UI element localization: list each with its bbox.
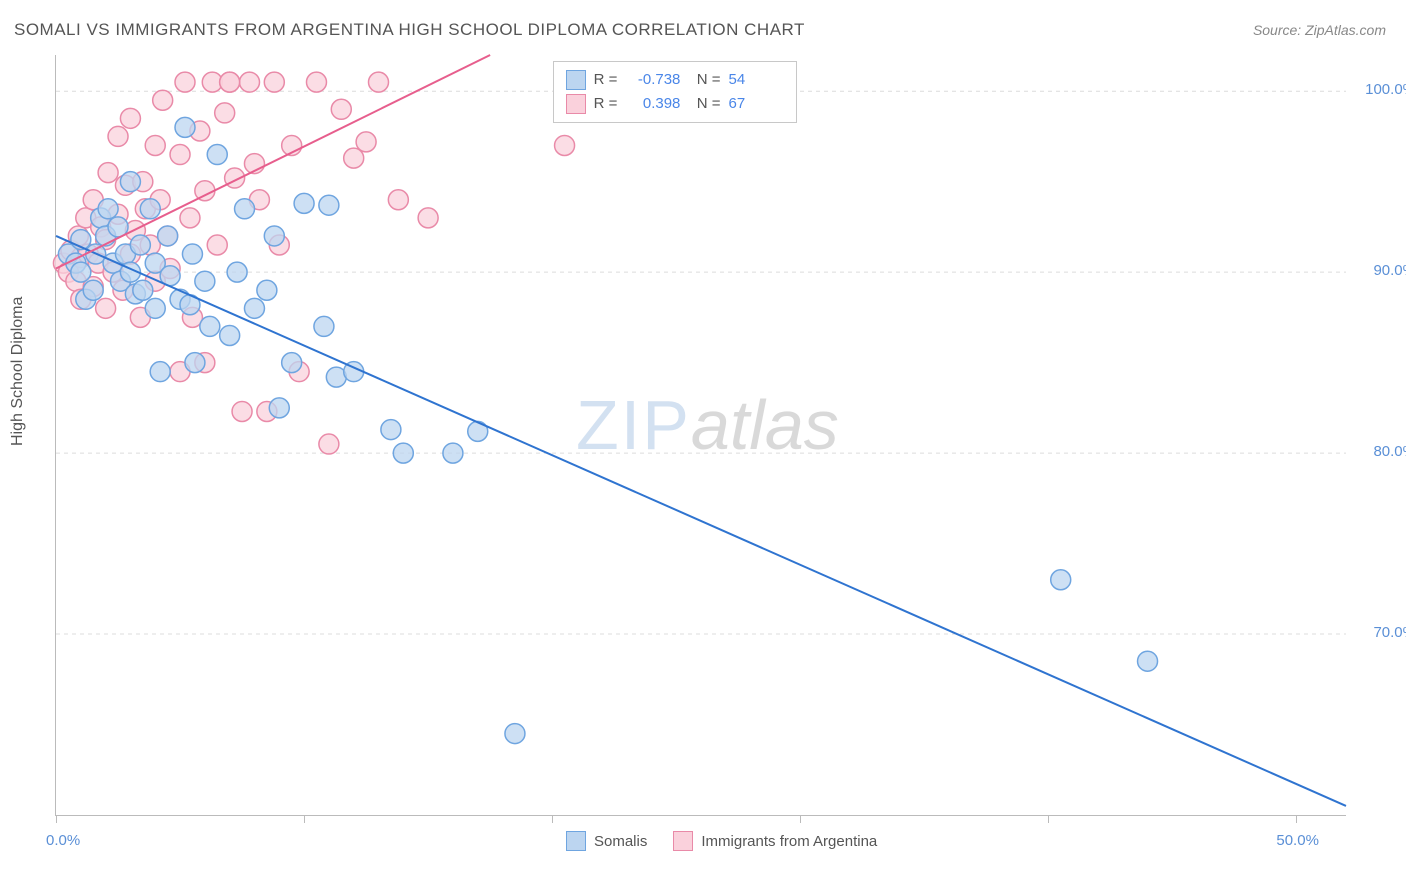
data-point [153,90,173,110]
data-point [331,99,351,119]
legend-item: Immigrants from Argentina [673,831,877,851]
xtick-label: 0.0% [46,832,80,849]
data-point [185,353,205,373]
legend-item: Somalis [566,831,647,851]
chart-svg [56,55,1346,815]
plot-area: ZIPatlas R =-0.738 N =54R =0.398 N =67 S… [55,55,1346,816]
legend-stats-box: R = -0.738 N = 54 R = 0.398 N = 67 [553,61,797,123]
data-point [319,434,339,454]
legend-swatch [566,831,586,851]
legend-swatch [566,94,586,114]
data-point [282,353,302,373]
ytick-label: 70.0% [1373,624,1406,641]
data-point [96,298,116,318]
y-axis-label: High School Diploma [9,297,27,446]
data-point [388,190,408,210]
legend-label: Immigrants from Argentina [701,833,877,850]
data-point [381,420,401,440]
data-point [505,724,525,744]
legend-stats-row: R = 0.398 N = 67 [566,92,784,116]
stat-n-value: 67 [729,92,784,116]
data-point [356,132,376,152]
source-credit: Source: ZipAtlas.com [1253,22,1386,38]
data-point [232,401,252,421]
data-point [120,108,140,128]
data-point [108,126,128,146]
data-point [130,235,150,255]
trend-line [56,236,1346,806]
data-point [443,443,463,463]
data-point [264,72,284,92]
data-point [83,280,103,300]
data-point [369,72,389,92]
xtick-mark [56,815,57,823]
data-point [393,443,413,463]
data-point [195,271,215,291]
data-point [145,298,165,318]
xtick-mark [1296,815,1297,823]
data-point [257,280,277,300]
data-point [220,325,240,345]
data-point [244,298,264,318]
data-point [98,163,118,183]
data-point [158,226,178,246]
data-point [235,199,255,219]
legend-bottom: Somalis Immigrants from Argentina [566,831,877,851]
data-point [227,262,247,282]
data-point [215,103,235,123]
stat-n-value: 54 [729,68,784,92]
data-point [133,280,153,300]
xtick-mark [1048,815,1049,823]
data-point [306,72,326,92]
data-point [240,72,260,92]
data-point [120,172,140,192]
stat-r-value: -0.738 [625,68,680,92]
legend-swatch [566,70,586,90]
legend-swatch [673,831,693,851]
xtick-mark [552,815,553,823]
data-point [98,199,118,219]
data-point [418,208,438,228]
data-point [175,117,195,137]
ytick-label: 90.0% [1373,262,1406,279]
data-point [140,199,160,219]
data-point [1051,570,1071,590]
data-point [71,262,91,282]
ytick-label: 80.0% [1373,443,1406,460]
xtick-mark [800,815,801,823]
data-point [180,208,200,228]
stat-r-label: R = [594,68,618,92]
data-point [207,145,227,165]
xtick-label: 50.0% [1276,832,1319,849]
data-point [264,226,284,246]
data-point [145,135,165,155]
data-point [294,193,314,213]
data-point [182,244,202,264]
data-point [207,235,227,255]
data-point [269,398,289,418]
data-point [319,195,339,215]
data-point [555,135,575,155]
data-point [170,145,190,165]
data-point [314,316,334,336]
data-point [150,362,170,382]
data-point [1138,651,1158,671]
stat-r-value: 0.398 [625,92,680,116]
legend-label: Somalis [594,833,647,850]
stat-n-label: N = [688,68,720,92]
legend-stats-row: R = -0.738 N = 54 [566,68,784,92]
chart-title: SOMALI VS IMMIGRANTS FROM ARGENTINA HIGH… [14,20,805,40]
xtick-mark [304,815,305,823]
data-point [220,72,240,92]
data-point [175,72,195,92]
stat-n-label: N = [688,92,720,116]
data-point [200,316,220,336]
ytick-label: 100.0% [1365,81,1406,98]
stat-r-label: R = [594,92,618,116]
